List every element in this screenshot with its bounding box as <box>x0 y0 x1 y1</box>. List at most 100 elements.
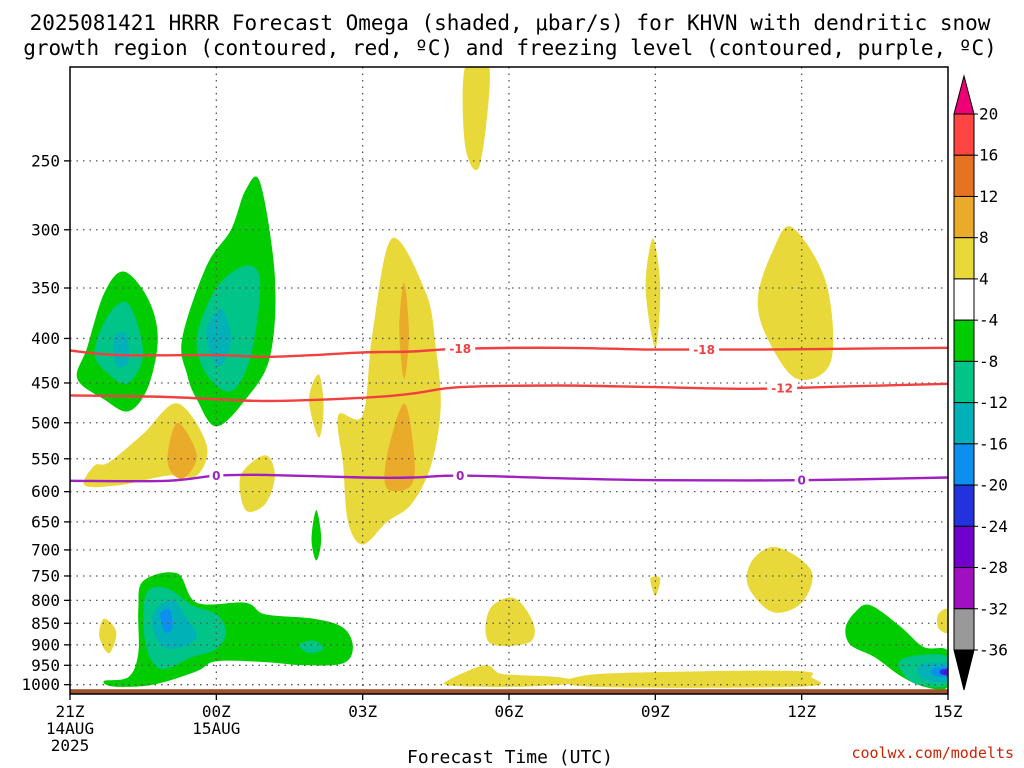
contour-label-bg-2-1 <box>453 468 468 483</box>
omega-region-pos_4_8-13 <box>485 597 535 647</box>
contour-label-bg-2-2 <box>794 473 809 488</box>
colorbar-box-12 <box>953 608 975 651</box>
omega-region-pos_4_8-16 <box>937 608 948 634</box>
colorbar-box-6 <box>953 360 975 404</box>
colorbar-box-7 <box>953 402 975 445</box>
x-tick-label-0-0: 21Z <box>56 702 85 721</box>
contour-line-0 <box>70 346 948 359</box>
colorbar-label-0: 20 <box>979 105 998 124</box>
omega-region-pos_8_12-5 <box>167 422 197 479</box>
omega-region-pos_4_8-1 <box>337 237 441 545</box>
colorbar-box-10 <box>953 525 975 569</box>
chart-title-line-2: growth region (contoured, red, ºC) and f… <box>23 36 997 60</box>
x-tick-label-6-0: 03Z <box>348 702 377 721</box>
x-tick-label-3-0: 00Z <box>202 702 231 721</box>
omega-region-pos_4_8-0 <box>462 67 490 171</box>
chart-title-line-1: 2025081421 HRRR Forecast Omega (shaded, … <box>30 11 991 35</box>
y-tick-label-550: 550 <box>31 449 60 468</box>
contour-label-bg-1-0 <box>767 381 798 396</box>
y-tick-label-700: 700 <box>31 540 60 559</box>
y-tick-label-850: 850 <box>31 614 60 633</box>
y-tick-label-1000: 1000 <box>21 675 60 694</box>
contour-line-2 <box>70 473 948 483</box>
omega-region-pos_4_8-10 <box>757 226 834 380</box>
x-tick-label-18-0: 15Z <box>934 702 963 721</box>
omega-region-pos_4_8-11 <box>746 546 813 613</box>
y-tick-label-800: 800 <box>31 591 60 610</box>
colorbar-box-2 <box>953 195 975 239</box>
y-tick-label-250: 250 <box>31 151 60 170</box>
x-axis-label: Forecast Time (UTC) <box>407 747 613 768</box>
omega-region-neg_4_8-24 <box>103 572 353 687</box>
credit-link[interactable]: coolwx.com/modelts <box>851 744 1014 762</box>
x-tick-label-0-1: 14AUG <box>46 719 94 738</box>
colorbar-label-2: 12 <box>979 187 998 206</box>
contour-label-0-0: -18 <box>449 342 471 356</box>
colorbar-label-11: -28 <box>979 558 1008 577</box>
omega-region-neg_8_12-28 <box>299 640 324 654</box>
y-tick-label-350: 350 <box>31 279 60 298</box>
colorbar-box-9 <box>953 484 975 527</box>
colorbar-label-6: -8 <box>979 352 998 371</box>
y-tick-label-400: 400 <box>31 329 60 348</box>
omega-region-pos_4_8-17 <box>99 618 117 654</box>
ground-surface <box>70 689 948 694</box>
contour-label-bg-0-1 <box>689 342 720 357</box>
x-tick-label-9-0: 06Z <box>495 702 524 721</box>
colorbar-label-1: 16 <box>979 146 998 165</box>
colorbar-top-arrow <box>953 74 975 115</box>
y-tick-label-450: 450 <box>31 373 60 392</box>
omega-region-pos_4_8-14 <box>443 665 579 687</box>
contour-label-2-2: 0 <box>797 474 805 488</box>
colorbar-box-1 <box>953 154 975 197</box>
x-tick-label-3-1: 15AUG <box>192 719 240 738</box>
colorbar-box-8 <box>953 443 975 486</box>
contour-label-bg-0-0 <box>445 341 476 356</box>
colorbar-bottom-arrow <box>953 649 975 691</box>
colorbar-box-11 <box>953 567 975 610</box>
grid-lines <box>70 67 948 694</box>
y-tick-label-900: 900 <box>31 635 60 654</box>
omega-region-neg_12_16-23 <box>206 308 231 367</box>
x-tick-label-15-0: 12Z <box>787 702 816 721</box>
contour-label-0-1: -18 <box>693 343 715 357</box>
y-tick-label-750: 750 <box>31 566 60 585</box>
colorbar-label-10: -24 <box>979 517 1008 536</box>
pressure-axis: 250 300 350 400 450 500 550 600 650 700 750 800 850 9… <box>21 151 70 694</box>
omega-region-pos_4_8-7 <box>309 374 324 438</box>
colorbar-label-4: 4 <box>979 269 989 288</box>
y-tick-label-950: 950 <box>31 656 60 675</box>
colorbar-label-9: -20 <box>979 476 1008 495</box>
y-tick-label-500: 500 <box>31 413 60 432</box>
omega-region-neg_16_20-27 <box>160 608 173 633</box>
y-tick-label-300: 300 <box>31 220 60 239</box>
colorbar-box-5 <box>953 319 975 362</box>
colorbar-label-7: -12 <box>979 393 1008 412</box>
y-tick-label-650: 650 <box>31 512 60 531</box>
omega-region-pos_4_8-6 <box>239 455 275 512</box>
colorbar-label-13: -36 <box>979 641 1008 660</box>
x-tick-label-0-2: 2025 <box>51 736 90 755</box>
contour-label-2-1: 0 <box>456 469 464 483</box>
omega-shading-layer <box>76 67 948 690</box>
omega-region-pos_8_12-2 <box>399 282 409 379</box>
colorbar-label-12: -32 <box>979 599 1008 618</box>
omega-region-neg_24_28-34 <box>943 670 948 675</box>
colorbar-label-3: 8 <box>979 228 989 247</box>
colorbar-box-0 <box>953 113 975 156</box>
colorbar-label-8: -16 <box>979 434 1008 453</box>
contour-layer: -18 -18 -12 0 0 0 <box>70 341 948 488</box>
omega-region-pos_4_8-15 <box>565 670 822 688</box>
x-tick-label-12-0: 09Z <box>641 702 670 721</box>
contour-label-bg-2-0 <box>209 468 224 483</box>
omega-region-pos_4_8-9 <box>645 238 661 348</box>
contour-label-1-0: -12 <box>771 382 793 396</box>
colorbar-box-4 <box>953 278 975 321</box>
colorbar-legend: 20 16 12 8 4 -4 -8 -12 -16 -20 -24 -28 -32 -36 <box>953 74 1008 691</box>
colorbar-label-5: -4 <box>979 311 998 330</box>
omega-region-pos_8_12-3 <box>384 403 415 492</box>
colorbar-box-3 <box>953 237 975 280</box>
y-tick-label-600: 600 <box>31 482 60 501</box>
